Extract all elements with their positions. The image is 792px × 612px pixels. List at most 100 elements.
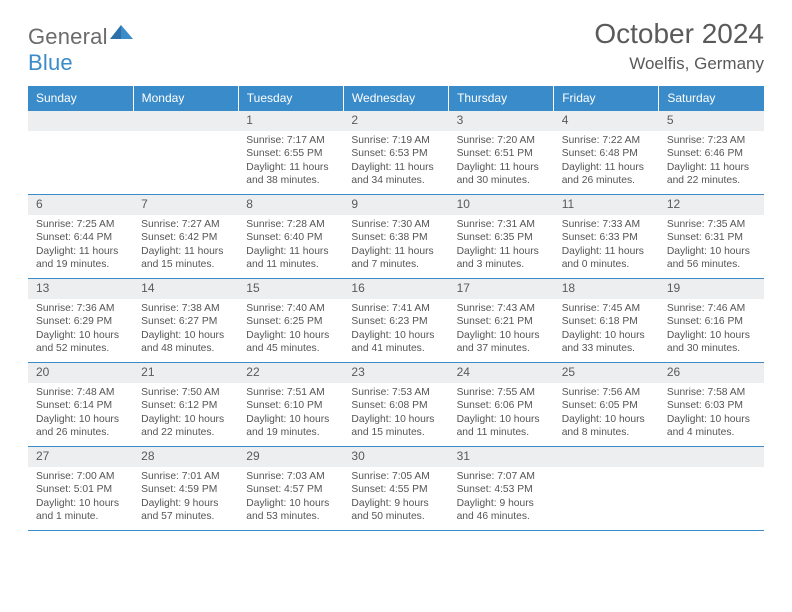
brand-mark-icon [110,21,134,41]
day-details: Sunrise: 7:36 AMSunset: 6:29 PMDaylight:… [28,299,133,359]
sunrise-text: Sunrise: 7:28 AM [246,218,339,232]
daylight-text: Daylight: 10 hours and 4 minutes. [667,413,760,440]
day-details: Sunrise: 7:48 AMSunset: 6:14 PMDaylight:… [28,383,133,443]
calendar-cell: 25Sunrise: 7:56 AMSunset: 6:05 PMDayligh… [554,363,659,447]
brand-text: General Blue [28,24,134,76]
sunrise-text: Sunrise: 7:38 AM [141,302,234,316]
day-details: Sunrise: 7:25 AMSunset: 6:44 PMDaylight:… [28,215,133,275]
calendar-cell: 11Sunrise: 7:33 AMSunset: 6:33 PMDayligh… [554,195,659,279]
sunset-text: Sunset: 6:48 PM [562,147,655,161]
calendar-cell: 27Sunrise: 7:00 AMSunset: 5:01 PMDayligh… [28,447,133,531]
title-block: October 2024 Woelfis, Germany [594,18,764,74]
calendar-cell: 30Sunrise: 7:05 AMSunset: 4:55 PMDayligh… [343,447,448,531]
day-number [659,447,764,467]
sunrise-text: Sunrise: 7:17 AM [246,134,339,148]
calendar-cell: 1Sunrise: 7:17 AMSunset: 6:55 PMDaylight… [238,111,343,195]
day-details: Sunrise: 7:51 AMSunset: 6:10 PMDaylight:… [238,383,343,443]
day-number: 13 [28,279,133,299]
calendar-week-row: 20Sunrise: 7:48 AMSunset: 6:14 PMDayligh… [28,363,764,447]
sunrise-text: Sunrise: 7:05 AM [351,470,444,484]
day-details [659,467,764,517]
daylight-text: Daylight: 10 hours and 56 minutes. [667,245,760,272]
sunset-text: Sunset: 6:29 PM [36,315,129,329]
calendar-week-row: 1Sunrise: 7:17 AMSunset: 6:55 PMDaylight… [28,111,764,195]
sunrise-text: Sunrise: 7:50 AM [141,386,234,400]
sunset-text: Sunset: 4:59 PM [141,483,234,497]
day-details: Sunrise: 7:17 AMSunset: 6:55 PMDaylight:… [238,131,343,191]
sunrise-text: Sunrise: 7:46 AM [667,302,760,316]
calendar-cell: 28Sunrise: 7:01 AMSunset: 4:59 PMDayligh… [133,447,238,531]
weekday-header: Monday [133,86,238,111]
daylight-text: Daylight: 10 hours and 15 minutes. [351,413,444,440]
day-details: Sunrise: 7:43 AMSunset: 6:21 PMDaylight:… [449,299,554,359]
daylight-text: Daylight: 9 hours and 46 minutes. [457,497,550,524]
sunset-text: Sunset: 6:31 PM [667,231,760,245]
sunrise-text: Sunrise: 7:03 AM [246,470,339,484]
day-details: Sunrise: 7:01 AMSunset: 4:59 PMDaylight:… [133,467,238,527]
daylight-text: Daylight: 11 hours and 11 minutes. [246,245,339,272]
daylight-text: Daylight: 11 hours and 0 minutes. [562,245,655,272]
calendar-cell: 10Sunrise: 7:31 AMSunset: 6:35 PMDayligh… [449,195,554,279]
calendar-cell: 14Sunrise: 7:38 AMSunset: 6:27 PMDayligh… [133,279,238,363]
daylight-text: Daylight: 10 hours and 48 minutes. [141,329,234,356]
sunset-text: Sunset: 5:01 PM [36,483,129,497]
sunrise-text: Sunrise: 7:45 AM [562,302,655,316]
daylight-text: Daylight: 10 hours and 53 minutes. [246,497,339,524]
day-details: Sunrise: 7:00 AMSunset: 5:01 PMDaylight:… [28,467,133,527]
day-details [133,131,238,181]
day-details: Sunrise: 7:33 AMSunset: 6:33 PMDaylight:… [554,215,659,275]
day-details: Sunrise: 7:53 AMSunset: 6:08 PMDaylight:… [343,383,448,443]
day-details: Sunrise: 7:22 AMSunset: 6:48 PMDaylight:… [554,131,659,191]
weekday-header: Tuesday [238,86,343,111]
calendar-cell: 5Sunrise: 7:23 AMSunset: 6:46 PMDaylight… [659,111,764,195]
day-details: Sunrise: 7:50 AMSunset: 6:12 PMDaylight:… [133,383,238,443]
sunrise-text: Sunrise: 7:19 AM [351,134,444,148]
sunset-text: Sunset: 6:10 PM [246,399,339,413]
day-details: Sunrise: 7:55 AMSunset: 6:06 PMDaylight:… [449,383,554,443]
calendar-cell: 26Sunrise: 7:58 AMSunset: 6:03 PMDayligh… [659,363,764,447]
daylight-text: Daylight: 10 hours and 30 minutes. [667,329,760,356]
sunrise-text: Sunrise: 7:00 AM [36,470,129,484]
month-title: October 2024 [594,18,764,50]
day-details: Sunrise: 7:41 AMSunset: 6:23 PMDaylight:… [343,299,448,359]
sunrise-text: Sunrise: 7:25 AM [36,218,129,232]
day-number [554,447,659,467]
daylight-text: Daylight: 10 hours and 41 minutes. [351,329,444,356]
daylight-text: Daylight: 11 hours and 30 minutes. [457,161,550,188]
calendar-cell: 13Sunrise: 7:36 AMSunset: 6:29 PMDayligh… [28,279,133,363]
daylight-text: Daylight: 10 hours and 37 minutes. [457,329,550,356]
sunrise-text: Sunrise: 7:41 AM [351,302,444,316]
calendar-cell: 23Sunrise: 7:53 AMSunset: 6:08 PMDayligh… [343,363,448,447]
day-details [554,467,659,517]
day-details: Sunrise: 7:31 AMSunset: 6:35 PMDaylight:… [449,215,554,275]
calendar-cell: 15Sunrise: 7:40 AMSunset: 6:25 PMDayligh… [238,279,343,363]
calendar-cell: 9Sunrise: 7:30 AMSunset: 6:38 PMDaylight… [343,195,448,279]
brand-part2: Blue [28,50,73,75]
calendar-cell [554,447,659,531]
day-number: 21 [133,363,238,383]
header: General Blue October 2024 Woelfis, Germa… [28,18,764,76]
calendar-cell: 31Sunrise: 7:07 AMSunset: 4:53 PMDayligh… [449,447,554,531]
daylight-text: Daylight: 10 hours and 8 minutes. [562,413,655,440]
calendar-cell [133,111,238,195]
day-details [28,131,133,181]
sunset-text: Sunset: 6:53 PM [351,147,444,161]
day-number: 6 [28,195,133,215]
sunrise-text: Sunrise: 7:36 AM [36,302,129,316]
daylight-text: Daylight: 10 hours and 1 minute. [36,497,129,524]
sunrise-text: Sunrise: 7:58 AM [667,386,760,400]
calendar-cell: 4Sunrise: 7:22 AMSunset: 6:48 PMDaylight… [554,111,659,195]
day-number: 22 [238,363,343,383]
day-number: 12 [659,195,764,215]
day-details: Sunrise: 7:19 AMSunset: 6:53 PMDaylight:… [343,131,448,191]
day-details: Sunrise: 7:07 AMSunset: 4:53 PMDaylight:… [449,467,554,527]
sunrise-text: Sunrise: 7:22 AM [562,134,655,148]
day-details: Sunrise: 7:30 AMSunset: 6:38 PMDaylight:… [343,215,448,275]
day-details: Sunrise: 7:20 AMSunset: 6:51 PMDaylight:… [449,131,554,191]
calendar-page: General Blue October 2024 Woelfis, Germa… [0,0,792,541]
day-details: Sunrise: 7:45 AMSunset: 6:18 PMDaylight:… [554,299,659,359]
daylight-text: Daylight: 10 hours and 19 minutes. [246,413,339,440]
day-number: 3 [449,111,554,131]
calendar-body: 1Sunrise: 7:17 AMSunset: 6:55 PMDaylight… [28,111,764,531]
day-number [133,111,238,131]
